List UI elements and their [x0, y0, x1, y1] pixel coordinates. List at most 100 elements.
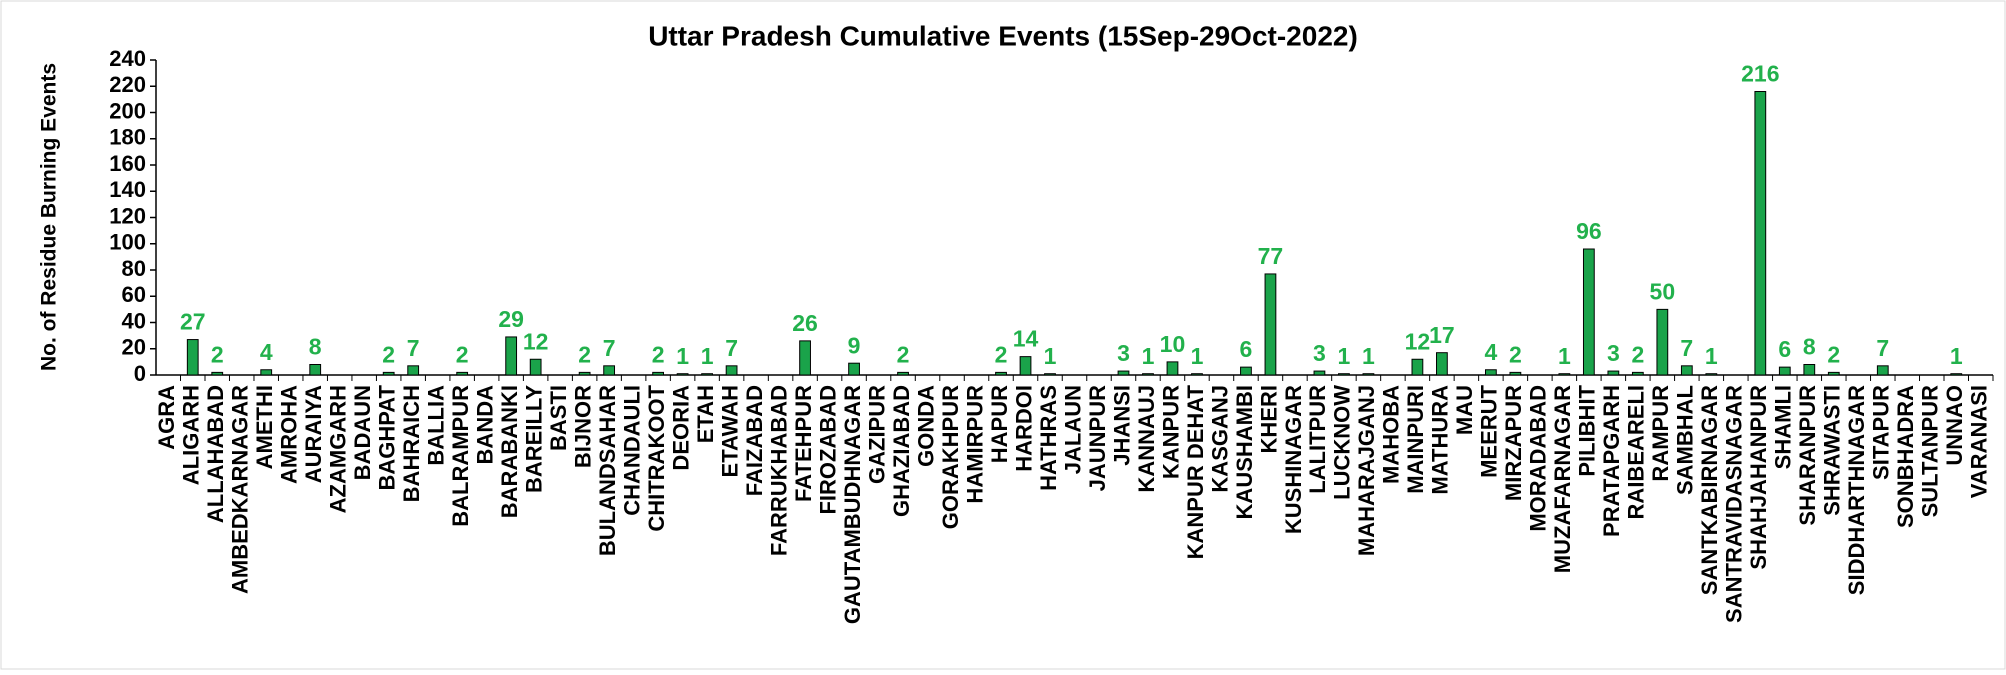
bar — [603, 365, 616, 376]
bar — [1117, 370, 1130, 376]
x-tick-label: VARANASI — [1967, 385, 1992, 498]
x-tick-label: FARRUKHABAD — [766, 385, 791, 556]
data-label: 6 — [1240, 336, 1253, 362]
data-label: 2 — [1827, 341, 1840, 367]
x-tick-label: KASGANJ — [1207, 385, 1232, 493]
data-label: 1 — [1950, 343, 1963, 369]
x-tick-label: RAMPUR — [1648, 385, 1673, 482]
data-label: 6 — [1778, 336, 1791, 362]
x-tick-label: KHERI — [1256, 385, 1281, 453]
data-label: 2 — [995, 341, 1008, 367]
x-tick-label: PRATAPGARH — [1599, 385, 1624, 537]
data-label: 1 — [1191, 343, 1204, 369]
y-tick-label: 200 — [109, 98, 146, 123]
bar — [1484, 369, 1497, 376]
y-tick-label: 180 — [109, 125, 146, 150]
bar — [1019, 356, 1032, 376]
data-label: 7 — [1680, 335, 1693, 361]
x-tick-label: JALAUN — [1060, 385, 1085, 474]
x-tick-label: JAUNPUR — [1085, 385, 1110, 491]
x-tick-label: MAHOBA — [1379, 385, 1404, 484]
x-tick-label: SIDDHARTHNAGAR — [1844, 385, 1869, 595]
data-label: 3 — [1607, 340, 1620, 366]
x-tick-label: JHANSI — [1109, 385, 1134, 466]
data-label: 1 — [1338, 343, 1351, 369]
y-tick-label: 140 — [109, 177, 146, 202]
data-label: 96 — [1576, 218, 1602, 244]
bar — [1509, 371, 1522, 376]
x-tick-label: KANNAUJ — [1134, 385, 1159, 493]
data-label: 4 — [260, 339, 273, 365]
x-tick-label: MUZAFARNAGAR — [1550, 385, 1575, 573]
x-tick-label: SANTKABIRNAGAR — [1697, 385, 1722, 595]
bar — [1044, 373, 1056, 376]
y-tick-label: 220 — [109, 72, 146, 97]
x-tick-label: RAIBEARELI — [1624, 385, 1649, 519]
y-tick-label: 80 — [122, 256, 146, 281]
bar — [1436, 352, 1448, 376]
x-tick-label: BAHRAICH — [399, 385, 424, 502]
x-tick-label: LALITPUR — [1305, 385, 1330, 494]
x-tick-label: GORAKHPUR — [938, 385, 963, 529]
data-label: 10 — [1160, 331, 1186, 357]
bar — [1362, 373, 1375, 376]
x-tick-label: ETAH — [693, 385, 718, 443]
bar — [1191, 373, 1203, 376]
bar — [1240, 366, 1252, 376]
data-label: 2 — [382, 341, 395, 367]
y-tick-label: 240 — [109, 46, 146, 71]
x-tick-label: HAMIRPUR — [962, 385, 987, 504]
x-tick-label: MAINPURI — [1403, 385, 1428, 494]
x-tick-label: UNNAO — [1942, 385, 1967, 466]
bar — [407, 365, 420, 376]
chart-title: Uttar Pradesh Cumulative Events (15Sep-2… — [648, 20, 1358, 51]
bar — [652, 371, 665, 376]
data-label: 12 — [523, 328, 549, 354]
data-label: 7 — [603, 335, 616, 361]
bar — [1166, 361, 1179, 376]
data-label: 4 — [1484, 339, 1497, 365]
bar — [1803, 364, 1816, 376]
bar — [186, 339, 199, 376]
x-tick-label: ETAWAH — [717, 385, 742, 477]
data-label: 1 — [676, 343, 689, 369]
y-tick-label: 160 — [109, 151, 146, 176]
data-label: 17 — [1429, 322, 1455, 348]
x-tick-label: SONBHADRA — [1893, 385, 1918, 528]
x-tick-label: BALLIA — [423, 385, 448, 466]
x-tick-label: CHANDAULI — [619, 385, 644, 516]
x-tick-label: SHAHJAHANPUR — [1746, 385, 1771, 570]
bar — [1950, 373, 1963, 376]
x-tick-label: DEORIA — [668, 385, 693, 471]
bar — [578, 371, 591, 376]
bar — [1778, 366, 1791, 376]
data-label: 8 — [309, 334, 322, 360]
data-label: 1 — [1142, 343, 1155, 369]
bar — [211, 371, 224, 376]
data-label: 1 — [1558, 343, 1571, 369]
x-tick-label: HATHRAS — [1036, 385, 1061, 491]
bar — [1876, 365, 1889, 376]
bar — [725, 365, 738, 376]
data-label: 27 — [180, 309, 206, 335]
bar — [1631, 371, 1644, 376]
x-tick-label: ALLAHABAD — [203, 385, 228, 523]
x-tick-label: KANPUR — [1158, 385, 1183, 479]
x-tick-label: BIJNOR — [570, 385, 595, 468]
x-tick-label: AMROHA — [277, 385, 302, 484]
bar — [1827, 371, 1840, 376]
bar — [309, 364, 322, 376]
data-label: 1 — [1362, 343, 1375, 369]
x-tick-label: FATEHPUR — [791, 385, 816, 502]
x-tick-label: BULANDSAHAR — [595, 385, 620, 556]
x-tick-label: MAHARAJGANJ — [1354, 385, 1379, 556]
x-tick-label: SAMBHAL — [1673, 385, 1698, 495]
x-tick-label: LUCKNOW — [1330, 385, 1355, 500]
bar — [505, 336, 518, 376]
data-label: 12 — [1405, 328, 1431, 354]
y-tick-label: 20 — [122, 335, 146, 360]
x-tick-label: MATHURA — [1428, 385, 1453, 495]
